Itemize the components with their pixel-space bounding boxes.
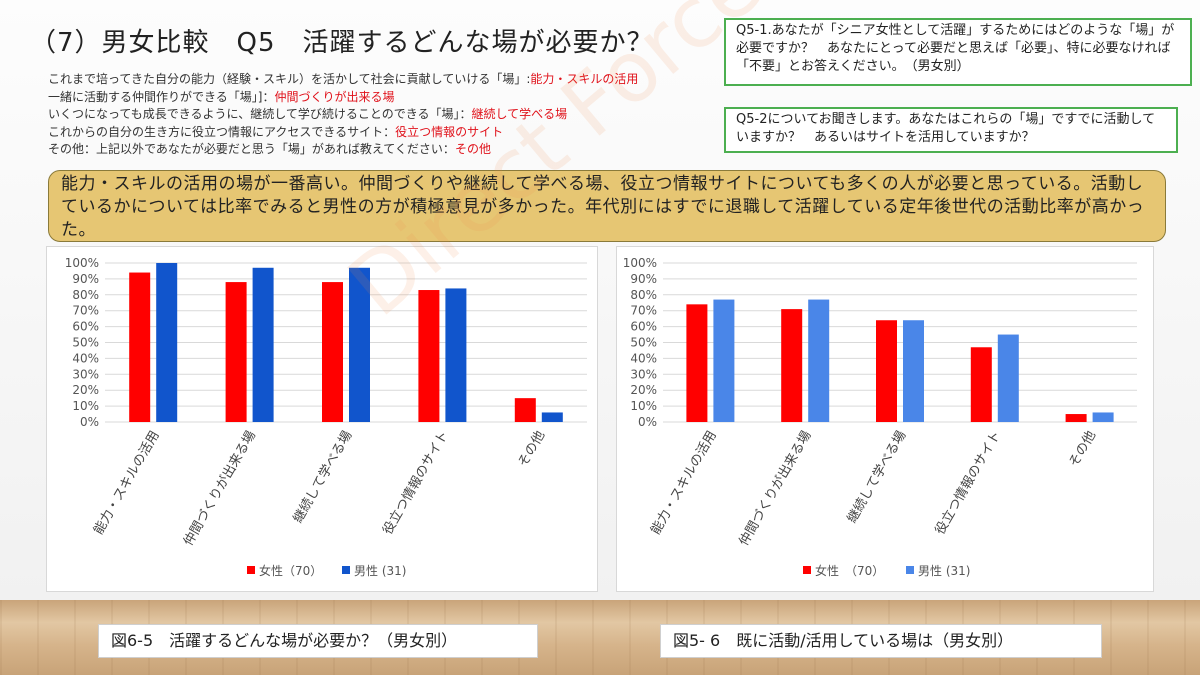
definition-line: いくつになっても成長できるように、継続して学び続けることのできる「場」：継続して…	[48, 107, 568, 122]
legend-label: 女性 （70）	[815, 563, 884, 578]
bar-male	[903, 320, 924, 422]
y-tick-label: 60%	[630, 320, 657, 334]
chart-right: 0% 10% 20% 30% 40%50% 60% 70% 80% 90% 100% 能力・スキルの…	[623, 256, 1137, 578]
bar-male	[445, 288, 467, 422]
category-label: 能力・スキルの活用	[648, 429, 719, 538]
legend-swatch	[803, 566, 811, 574]
bar-male	[349, 267, 370, 422]
y-tick-label: 20%	[630, 383, 657, 397]
page-title: （7）男女比較 Q5 活躍するどんな場が必要か？	[30, 28, 654, 58]
legend-swatch	[342, 566, 350, 574]
definition-line: その他：上記以外であなたが必要だと思う「場」があれば教えてください：その他	[48, 142, 491, 157]
question-box-2: Q5-2についてお聞きします。あなたはこれらの「場」ですでに活動していますか？ …	[724, 107, 1178, 153]
bar-male	[156, 263, 178, 422]
y-tick-label: 100%	[65, 256, 99, 270]
chart-left: 0% 10% 20% 30% 40%50% 60% 70% 80% 90% 100% 能力・スキルの…	[65, 256, 587, 578]
bar-female	[514, 398, 536, 422]
category-label: 仲間づくりが出来る場	[181, 429, 259, 549]
legend-swatch	[906, 566, 914, 574]
y-tick-label: 90%	[630, 272, 657, 286]
definition-highlight: 継続して学べる場	[471, 107, 568, 122]
definition-highlight: 役立つ情報のサイト	[395, 124, 504, 139]
bar-male	[713, 299, 735, 422]
legend-label: 男性 (31)	[354, 564, 406, 578]
definition-line: 一緒に活動する仲間作りができる「場」]：仲間づくりが出来る場	[48, 89, 395, 104]
y-tick-label: 30%	[630, 367, 657, 381]
y-tick-label: 0%	[80, 415, 99, 429]
bar-female	[781, 309, 803, 422]
chart-left-panel: 0% 10% 20% 30% 40% 50% 60% 70% 80% 90% 100% 能力・スキルの…	[46, 246, 598, 592]
bar-female	[686, 304, 708, 422]
bar-female	[322, 282, 343, 422]
definition-highlight: 能力・スキルの活用	[530, 72, 639, 86]
category-label: 能力・スキルの活用	[91, 429, 162, 538]
y-tick-label: 10%	[630, 399, 657, 413]
bar-female	[129, 272, 151, 422]
definition-line: これまで培ってきた自分の能力（経験・スキル）を活かして社会に貢献していける「場」…	[48, 72, 639, 86]
legend-label: 女性（70）	[259, 563, 322, 578]
definition-line: これからの自分の生き方に役立つ情報にアクセスできるサイト：役立つ情報のサイト	[48, 124, 504, 139]
y-tick-label: 80%	[630, 288, 657, 302]
bar-male	[808, 299, 830, 422]
y-tick-label: 50%	[630, 336, 657, 350]
y-tick-label: 100%	[623, 256, 657, 270]
y-tick-label: 90%	[72, 272, 99, 286]
bar-male	[541, 412, 563, 422]
category-label: 役立つ情報のサイト	[933, 429, 1004, 538]
bar-male	[252, 267, 274, 422]
definition-highlight: 仲間づくりが出来る場	[274, 89, 395, 104]
y-tick-label: 30%	[72, 367, 99, 381]
question-box-1: Q5-1.あなたが「シニア女性として活躍」するためにはどのような「場」が必要です…	[724, 18, 1192, 86]
legend-swatch	[247, 566, 255, 574]
y-tick-label: 50%	[72, 336, 99, 350]
category-label: 役立つ情報のサイト	[380, 429, 451, 538]
definition-highlight: その他	[454, 142, 491, 157]
chart-right-panel: 0% 10% 20% 30% 40% 50% 60% 70% 80% 90% 100% 能力・スキルの…	[616, 246, 1154, 592]
category-label: その他	[516, 429, 548, 470]
y-tick-label: 10%	[72, 399, 99, 413]
category-label: その他	[1067, 428, 1099, 469]
bar-female	[225, 282, 247, 422]
bar-female	[418, 290, 440, 422]
category-label: 継続して学べる場	[290, 428, 356, 526]
y-tick-label: 60%	[72, 320, 99, 334]
y-tick-label: 70%	[72, 304, 99, 318]
category-definitions: これまで培ってきた自分の能力（経験・スキル）を活かして社会に貢献していける「場」…	[48, 71, 638, 159]
bar-male	[997, 334, 1019, 422]
summary-callout: 能力・スキルの活用の場が一番高い。仲間づくりや継続して学べる場、役立つ情報サイト…	[48, 170, 1166, 242]
y-tick-label: 80%	[72, 288, 99, 302]
y-tick-label: 40%	[630, 351, 657, 365]
y-tick-label: 40%	[72, 351, 99, 365]
y-tick-label: 20%	[72, 383, 99, 397]
bar-female	[1065, 414, 1087, 422]
caption-right: 図5- 6 既に活動/活用している場は（男女別）	[660, 624, 1102, 658]
category-label: 仲間づくりが出来る場	[737, 429, 815, 549]
legend-label: 男性 (31)	[918, 564, 970, 578]
y-tick-label: 0%	[638, 415, 657, 429]
category-label: 継続して学べる場	[844, 428, 910, 526]
y-tick-label: 70%	[630, 304, 657, 318]
caption-left: 図6-5 活躍するどんな場が必要か？（男女別）	[98, 624, 538, 658]
bar-female	[876, 320, 897, 422]
bar-female	[970, 347, 992, 422]
bar-male	[1092, 412, 1114, 422]
